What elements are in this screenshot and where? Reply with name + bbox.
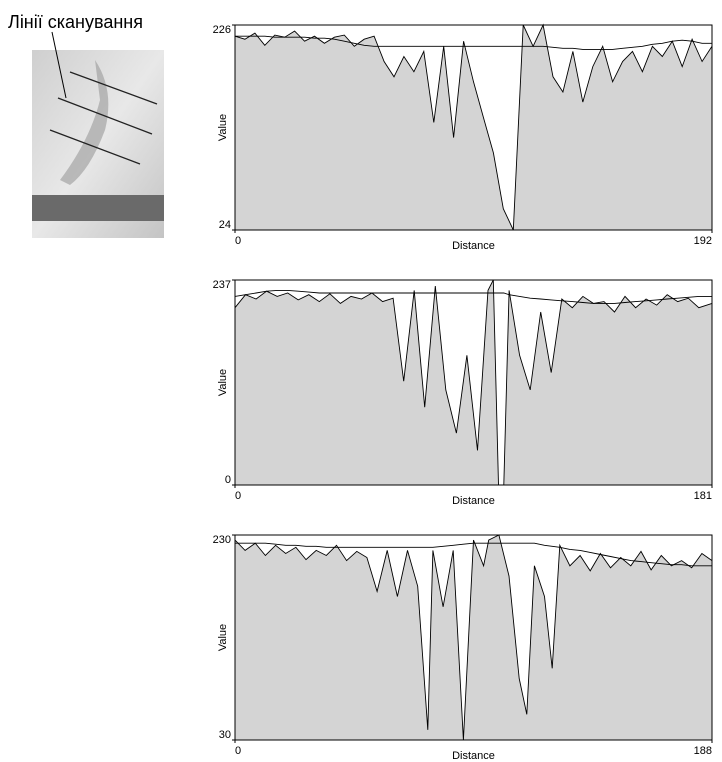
profile-line <box>234 279 713 486</box>
image-label: Лінії сканування <box>8 12 143 32</box>
y-axis-label: Value <box>217 114 229 141</box>
y-tick-label: 30 <box>219 729 231 741</box>
y-tick-label: 0 <box>225 474 231 486</box>
x-tick-label: 0 <box>235 745 241 757</box>
profile-line <box>235 542 712 567</box>
area-fill <box>235 280 712 485</box>
x-axis-label: Distance <box>452 495 495 507</box>
y-tick-label: 237 <box>213 279 231 291</box>
profile-line <box>234 289 712 304</box>
area-fill <box>235 25 712 230</box>
y-tick-label: 226 <box>213 24 231 36</box>
profile-line <box>234 534 713 741</box>
x-tick-label: 188 <box>694 745 712 757</box>
x-axis-label: Distance <box>452 750 495 762</box>
area-fill <box>235 535 712 740</box>
profile-line <box>234 23 713 231</box>
x-tick-label: 0 <box>235 490 241 502</box>
x-axis-label: Distance <box>452 240 495 252</box>
x-tick-label: 192 <box>694 235 712 247</box>
plot-border <box>234 24 713 231</box>
y-tick-label: 24 <box>219 219 231 231</box>
y-axis-label: Value <box>217 369 229 396</box>
profile-line <box>235 35 712 50</box>
y-tick-label: 230 <box>213 534 231 546</box>
plot-border <box>234 279 713 486</box>
plot-border <box>234 534 713 741</box>
x-tick-label: 181 <box>694 490 712 502</box>
y-axis-label: Value <box>217 624 229 651</box>
x-tick-label: 0 <box>235 235 241 247</box>
sample-image <box>32 31 164 238</box>
